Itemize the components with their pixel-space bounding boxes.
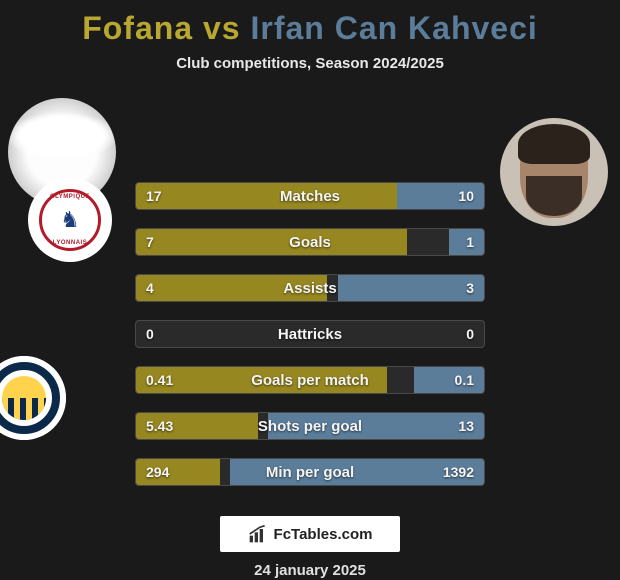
- site-name: FcTables.com: [274, 526, 373, 543]
- stat-bar-row: 1710Matches: [135, 182, 485, 210]
- stat-value-right: 0: [466, 321, 474, 347]
- player2-name: Irfan Can Kahveci: [250, 10, 537, 46]
- stat-bar-right-fill: [230, 459, 484, 485]
- stat-bar-right-fill: [414, 367, 484, 393]
- stat-value-left: 0: [146, 321, 154, 347]
- footer-date: 24 january 2025: [0, 562, 620, 579]
- stat-bar-left-fill: [136, 459, 220, 485]
- stat-bar-left-fill: [136, 275, 327, 301]
- club-ring-text-top: OLYMPIQUE: [50, 194, 90, 200]
- lion-icon: ♞: [60, 209, 80, 231]
- comparison-card: Fofana vs Irfan Can Kahveci Club competi…: [0, 0, 620, 580]
- stat-bar-row: 5.4313Shots per goal: [135, 412, 485, 440]
- page-title: Fofana vs Irfan Can Kahveci: [0, 10, 620, 47]
- stat-bar-row: 0 0Hattricks: [135, 320, 485, 348]
- player2-avatar: [500, 118, 608, 226]
- stat-bar-row: 0.410.1Goals per match: [135, 366, 485, 394]
- stat-label: Hattricks: [136, 321, 484, 347]
- stat-bar-right-fill: [338, 275, 484, 301]
- player1-name: Fofana: [82, 10, 193, 46]
- stat-bar-left-fill: [136, 413, 258, 439]
- stat-bar-right-fill: [268, 413, 484, 439]
- site-logo: FcTables.com: [220, 516, 400, 552]
- stat-bar-left-fill: [136, 229, 407, 255]
- player2-club-badge: [0, 356, 66, 440]
- stat-bar-row: 71Goals: [135, 228, 485, 256]
- avatar-hair-icon: [518, 124, 590, 164]
- subtitle: Club competitions, Season 2024/2025: [0, 55, 620, 72]
- stat-bar-row: 43Assists: [135, 274, 485, 302]
- chart-icon: [248, 524, 268, 544]
- club-ring-text-bottom: LYONNAIS: [53, 240, 87, 246]
- stat-bars-container: 1710Matches 71Goals 43Assists 0 0Hattricks 0.…: [135, 182, 485, 486]
- player1-club-badge: OLYMPIQUE LYONNAIS ♞: [28, 178, 112, 262]
- stat-bar-left-fill: [136, 367, 387, 393]
- stat-bar-right-fill: [397, 183, 484, 209]
- stat-bar-right-fill: [449, 229, 484, 255]
- avatar-beard-icon: [526, 176, 582, 216]
- stat-bar-left-fill: [136, 183, 397, 209]
- stat-bar-row: 2941392Min per goal: [135, 458, 485, 486]
- vs-text: vs: [203, 10, 241, 46]
- club-badge-ring: OLYMPIQUE LYONNAIS ♞: [39, 189, 101, 251]
